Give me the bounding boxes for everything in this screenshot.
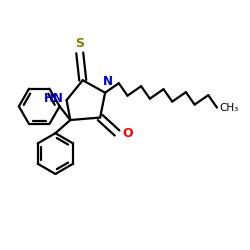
Text: N: N xyxy=(102,75,113,88)
Text: S: S xyxy=(75,37,84,50)
Text: O: O xyxy=(122,127,133,140)
Text: CH₃: CH₃ xyxy=(220,102,239,113)
Text: HN: HN xyxy=(44,92,64,105)
